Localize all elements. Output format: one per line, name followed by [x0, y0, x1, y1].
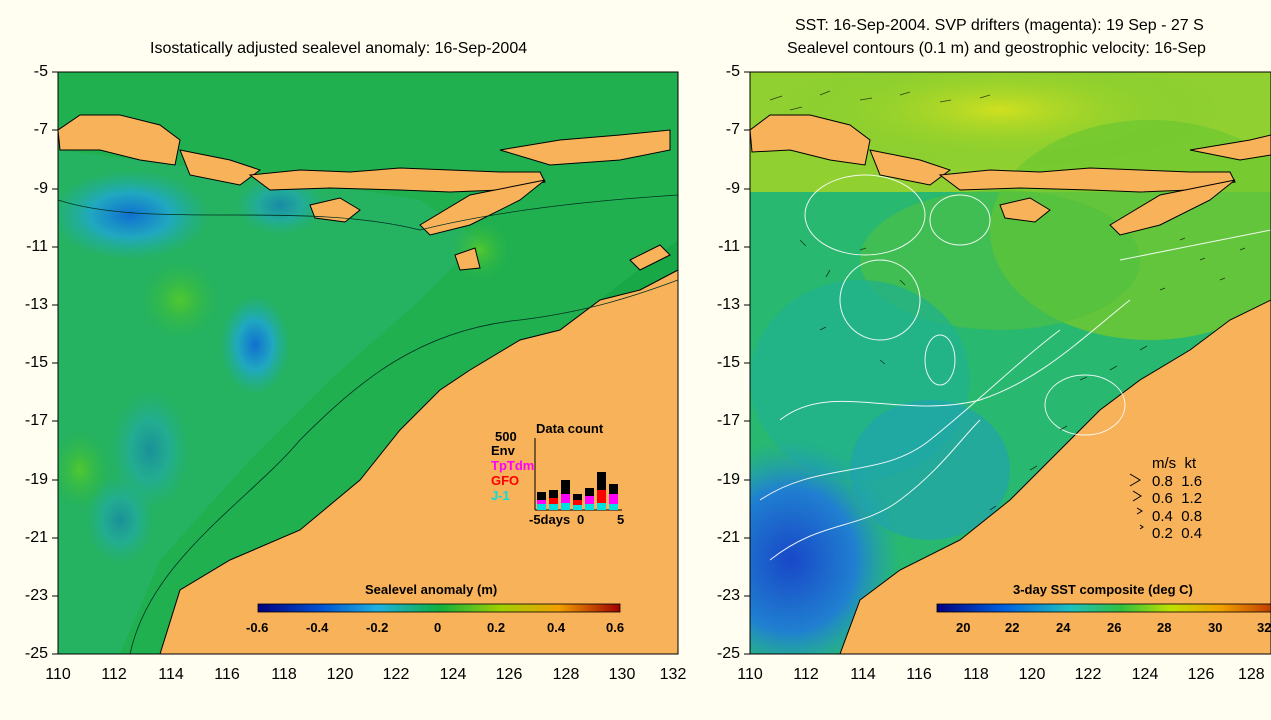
sla-colorbar	[257, 603, 621, 613]
data-count-inset	[534, 438, 622, 511]
colorbar-tick: 26	[1107, 620, 1122, 635]
x-tick: 126	[1187, 666, 1215, 683]
y-tick: -15	[716, 354, 740, 371]
y-tick: -11	[26, 238, 48, 255]
velocity-ms: 0.8	[1152, 472, 1173, 490]
y-tick: -15	[24, 354, 48, 371]
legend-gfo: GFO	[491, 473, 520, 488]
velocity-legend-arrows	[1129, 473, 1144, 530]
colorbar-tick: 24	[1056, 620, 1071, 635]
y-tick: -9	[33, 180, 48, 197]
velocity-ms: 0.6	[1152, 490, 1173, 507]
y-tick: -17	[24, 412, 48, 429]
colorbar-tick: -0.4	[306, 620, 329, 635]
right-map-title-line2: Sealevel contours (0.1 m) and geostrophi…	[787, 40, 1206, 57]
sst-colorbar	[936, 603, 1271, 613]
y-tick: -21	[716, 529, 740, 546]
velocity-kt: 0.8	[1181, 507, 1203, 525]
y-tick: -9	[725, 180, 740, 197]
colorbar-tick: 0	[434, 620, 442, 635]
x-tick: 128	[1238, 666, 1265, 683]
x-tick: 114	[850, 666, 876, 683]
x-tick: 120	[326, 666, 354, 683]
data-count-scale: 500	[495, 429, 517, 444]
y-tick: -21	[24, 529, 48, 546]
velocity-ms: 0.4	[1152, 507, 1173, 525]
colorbar-tick: 20	[956, 620, 971, 635]
x-tick: 116	[214, 666, 240, 683]
sla-map	[58, 72, 678, 654]
velocity-unit-ms: m/s	[1152, 455, 1177, 472]
y-tick: -7	[725, 121, 740, 138]
x-tick: 120	[1018, 666, 1046, 683]
y-tick: -23	[24, 587, 48, 604]
y-tick: -11	[718, 238, 740, 255]
x-tick: 122	[382, 666, 410, 683]
sla-colorbar-label: Sealevel anomaly (m)	[365, 582, 498, 597]
colorbar-tick: 22	[1005, 620, 1020, 635]
y-tick: -17	[716, 412, 740, 429]
sst-map	[750, 72, 1271, 654]
x-tick: 110	[45, 666, 71, 683]
velocity-unit-kt: kt	[1184, 455, 1197, 472]
colorbar-tick: 0.2	[487, 620, 506, 635]
x-tick: 130	[608, 666, 636, 683]
velocity-legend: m/s kt 0.8 1.6 0.6 1.2 0.4 0.8 0.2 0.4	[1152, 455, 1202, 543]
left-map-title: Isostatically adjusted sealevel anomaly:…	[150, 40, 528, 57]
y-tick: -23	[716, 587, 740, 604]
x-tick: 112	[793, 666, 819, 683]
y-tick: -7	[33, 121, 48, 138]
x-tick: 132	[659, 666, 687, 683]
data-count-title: Data count	[536, 421, 604, 436]
y-tick: -25	[24, 645, 48, 662]
sst-colorbar-label: 3-day SST composite (deg C)	[1013, 582, 1193, 597]
velocity-kt: 1.6	[1181, 472, 1203, 490]
legend-tptdm: TpTdm	[491, 458, 535, 473]
y-tick: -5	[725, 63, 740, 80]
x-tick: 118	[271, 666, 297, 683]
x-tick: 124	[439, 666, 467, 683]
data-count-xlabel: 5	[617, 512, 625, 527]
colorbar-tick: 0.6	[606, 620, 625, 635]
y-tick: -25	[716, 645, 740, 662]
right-map-title-line1: SST: 16-Sep-2004. SVP drifters (magenta)…	[795, 17, 1204, 34]
velocity-ms: 0.2	[1152, 525, 1173, 542]
data-count-legend: Env TpTdm GFO J-1	[491, 443, 534, 503]
colorbar-tick: -0.6	[246, 620, 269, 635]
x-tick: 110	[737, 666, 763, 683]
x-tick: 112	[101, 666, 127, 683]
y-tick: -13	[24, 296, 48, 313]
colorbar-tick: 30	[1208, 620, 1223, 635]
x-tick: 114	[158, 666, 184, 683]
x-tick: 122	[1074, 666, 1102, 683]
colorbar-tick: 0.4	[547, 620, 566, 635]
colorbar-tick: -0.2	[366, 620, 389, 635]
x-tick: 126	[495, 666, 523, 683]
data-count-xlabel: -5days	[529, 512, 571, 527]
x-tick: 124	[1131, 666, 1159, 683]
data-count-xlabel: 0	[577, 512, 585, 527]
y-tick: -19	[24, 471, 48, 488]
y-tick: -19	[716, 471, 740, 488]
y-tick: -13	[716, 296, 740, 313]
legend-j1: J-1	[491, 488, 510, 503]
velocity-kt: 0.4	[1181, 525, 1203, 542]
legend-env: Env	[491, 443, 515, 458]
x-tick: 116	[906, 666, 932, 683]
x-tick: 118	[963, 666, 989, 683]
y-tick: -5	[33, 63, 48, 80]
colorbar-tick: 32	[1257, 620, 1271, 635]
velocity-kt: 1.2	[1181, 490, 1203, 507]
colorbar-tick: 28	[1157, 620, 1172, 635]
x-tick: 128	[552, 666, 580, 683]
